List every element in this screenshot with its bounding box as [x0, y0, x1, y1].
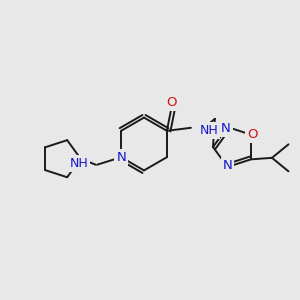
Text: NH: NH — [199, 124, 218, 137]
Text: O: O — [247, 128, 258, 141]
Text: O: O — [166, 96, 177, 109]
Text: N: N — [221, 122, 231, 135]
Text: N: N — [116, 151, 126, 164]
Text: N: N — [223, 159, 232, 172]
Text: NH: NH — [69, 157, 88, 170]
